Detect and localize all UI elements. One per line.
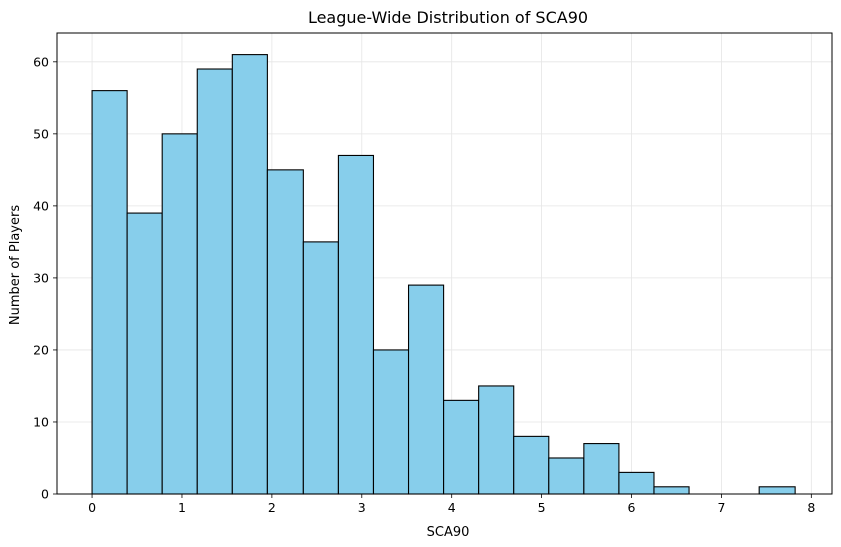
histogram-bar-5: [266, 169, 304, 495]
histogram-bar-19: [758, 486, 796, 495]
plot-frame: [56, 32, 833, 495]
x-tick-label-2: 2: [268, 500, 276, 515]
histogram-bar-8: [372, 349, 410, 495]
y-tick-label-5: 50: [33, 126, 49, 141]
histogram-bar-6: [302, 241, 339, 495]
x-tick-label-4: 4: [448, 500, 456, 515]
histogram-bar-14: [583, 443, 620, 495]
y-axis-ticks: 0 10 20 30 40 50 60: [33, 54, 57, 502]
x-tick-label-1: 1: [178, 500, 186, 515]
histogram-bar-11: [478, 385, 515, 495]
chart-title: League-Wide Distribution of SCA90: [308, 8, 588, 27]
histogram-bar-13: [548, 457, 585, 495]
histogram-bar-15: [618, 471, 655, 495]
y-tick-label-4: 40: [33, 198, 49, 213]
histogram-bar-7: [337, 154, 375, 495]
y-tick-label-3: 30: [33, 270, 49, 285]
y-axis-label: Number of Players: [8, 205, 23, 325]
histogram-bar-4: [231, 54, 268, 495]
histogram-bar-10: [443, 399, 480, 495]
histogram-bar-16: [653, 486, 690, 495]
histogram-bar-0: [91, 90, 128, 495]
y-tick-label-6: 60: [33, 54, 49, 69]
x-tick-label-5: 5: [538, 500, 546, 515]
histogram-bar-12: [513, 435, 550, 495]
histogram-bar-3: [196, 68, 233, 495]
x-tick-label-6: 6: [628, 500, 636, 515]
histogram-bar-9: [407, 284, 445, 495]
y-tick-label-1: 10: [33, 414, 49, 429]
y-tick-label-2: 20: [33, 342, 49, 357]
histogram-bars: [91, 54, 796, 495]
x-tick-label-3: 3: [358, 500, 366, 515]
x-tick-label-7: 7: [717, 500, 725, 515]
x-axis-ticks: 0 1 2 3 4 5 6 7 8: [88, 494, 815, 515]
x-tick-label-0: 0: [88, 500, 96, 515]
y-tick-label-0: 0: [41, 487, 49, 502]
x-axis-label: SCA90: [427, 525, 470, 540]
histogram-bar-2: [161, 133, 198, 495]
histogram-bar-1: [126, 212, 163, 495]
x-tick-label-8: 8: [807, 500, 815, 515]
